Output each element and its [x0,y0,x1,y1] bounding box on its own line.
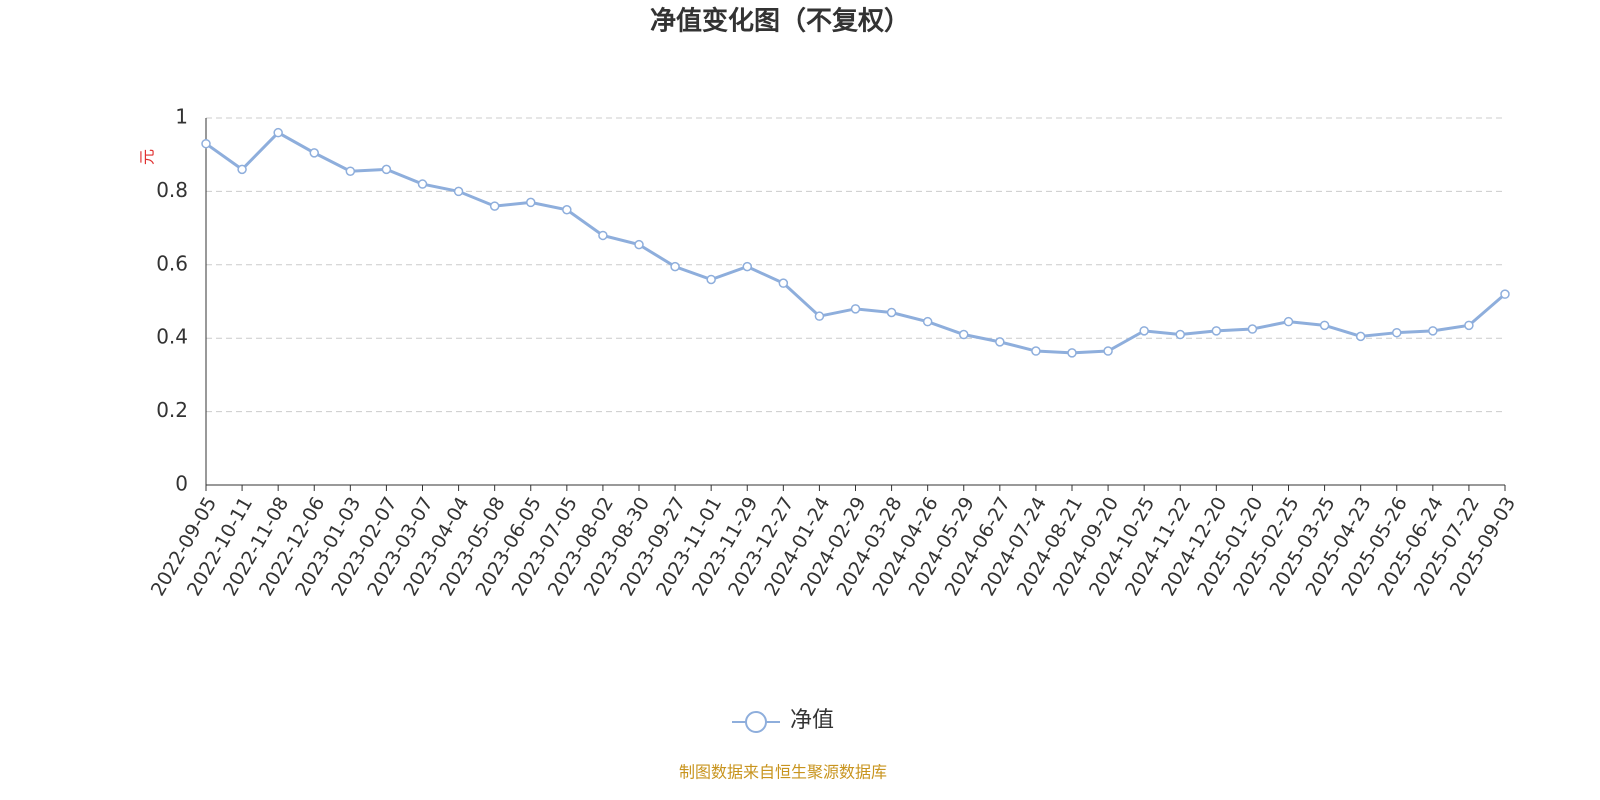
data-point [562,205,572,215]
data-point [670,261,680,272]
data-point [201,138,211,149]
data-point [345,166,356,176]
data-point [1103,346,1113,356]
data-point [1500,289,1510,299]
data-point [1283,316,1294,327]
data-point [959,329,969,340]
y-tick-label: 1 [175,105,188,129]
data-point [598,230,608,241]
y-tick-label: 0.2 [156,398,188,422]
data-point [1355,331,1366,342]
data-point [273,127,283,138]
data-point [417,179,428,189]
data-point [742,261,752,272]
data-point [1247,324,1258,334]
data-point [922,316,933,327]
y-axis-label: 元 [138,149,157,165]
y-tick-label: 0.8 [156,178,188,202]
y-tick-label: 0 [175,472,188,496]
data-point [634,239,644,250]
series-line [205,130,1506,355]
data-point [526,197,536,208]
source-note: 制图数据来自恒生聚源数据库 [679,763,887,782]
data-point [1175,329,1185,340]
data-point [778,278,789,288]
chart-title: 净值变化图（不复权） [650,6,910,37]
legend-label: 净值 [790,708,834,733]
data-point [995,337,1005,347]
data-point [706,274,716,285]
data-point [886,307,897,318]
data-point [1464,320,1474,331]
data-point [1428,326,1438,336]
data-point [381,164,392,175]
y-tick-label: 0.6 [156,251,188,275]
data-point [1211,326,1222,336]
data-point [1392,327,1402,338]
data-point [237,164,247,175]
data-point [309,148,319,158]
data-point [489,201,500,211]
data-point [814,311,825,321]
data-point [453,186,464,197]
y-tick-label: 0.4 [156,325,188,349]
data-point [1319,320,1330,331]
legend-marker [745,711,767,733]
data-point [1067,348,1077,358]
data-point [1031,346,1041,356]
data-point [1139,326,1149,336]
data-point [850,304,861,314]
